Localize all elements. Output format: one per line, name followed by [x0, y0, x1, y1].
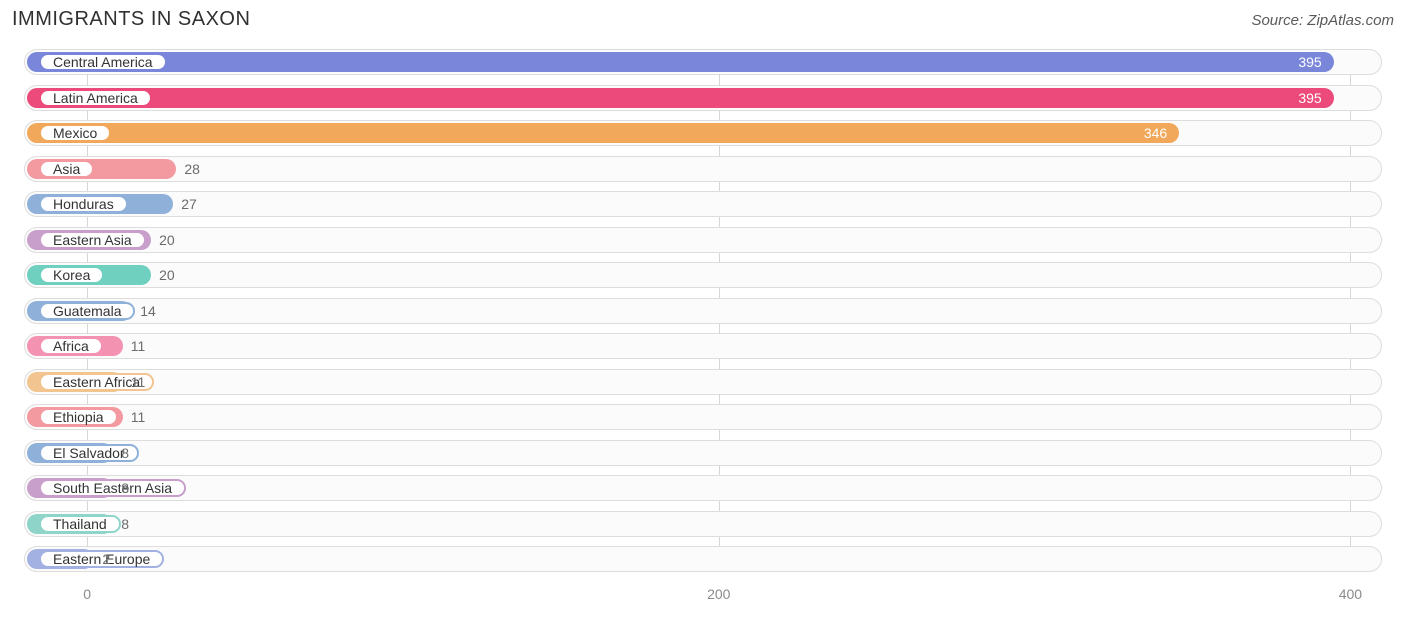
- bar-value: 8: [121, 441, 129, 465]
- header: IMMIGRANTS IN SAXON Source: ZipAtlas.com: [12, 8, 1394, 31]
- bar-row: Ethiopia 11: [24, 404, 1382, 430]
- bar-row: Korea 20: [24, 262, 1382, 288]
- bar-label-pill: Latin America: [39, 89, 152, 107]
- x-axis: 0 200 400: [24, 582, 1382, 604]
- bar-label-pill: Korea: [39, 266, 104, 284]
- bar-row: Eastern Europe2: [24, 546, 1382, 572]
- bar-row: South Eastern Asia8: [24, 475, 1382, 501]
- bar-value: 20: [159, 228, 175, 252]
- plot-area: Central America 395 Latin America 395 Mexico…: [24, 49, 1382, 572]
- bar-label-pill: South Eastern Asia: [39, 479, 186, 497]
- bar-label-pill: Eastern Asia: [39, 231, 146, 249]
- bar-row: Latin America 395: [24, 85, 1382, 111]
- bar-row: Eastern Africa11: [24, 369, 1382, 395]
- bar-label-pill: Mexico: [39, 124, 111, 142]
- bar-value: 11: [131, 405, 146, 429]
- bar-value: 8: [121, 512, 129, 536]
- bar-value: 11: [131, 370, 146, 394]
- bar-value: 2: [102, 547, 110, 571]
- bar-value: 27: [181, 192, 197, 216]
- page-title: IMMIGRANTS IN SAXON: [12, 8, 250, 31]
- bar-value: 20: [159, 263, 175, 287]
- bar-label-pill: Africa: [39, 337, 103, 355]
- bar-value: 28: [184, 157, 200, 181]
- bar-value: 11: [131, 334, 146, 358]
- bar-row: Thailand8: [24, 511, 1382, 537]
- source-credit: Source: ZipAtlas.com: [1251, 12, 1394, 29]
- bar-label-pill: Thailand: [39, 515, 121, 533]
- bar-row: Asia 28: [24, 156, 1382, 182]
- bar-row: Honduras 27: [24, 191, 1382, 217]
- bar-row: Guatemala 14: [24, 298, 1382, 324]
- x-tick: 400: [1339, 586, 1362, 602]
- bar-row: El Salvador8: [24, 440, 1382, 466]
- bar-fill: [27, 88, 1334, 108]
- bar-label-pill: Asia: [39, 160, 94, 178]
- bar-fill: [27, 52, 1334, 72]
- bar-value: 395: [1298, 50, 1321, 74]
- x-tick: 200: [707, 586, 730, 602]
- bar-value: 395: [1298, 86, 1321, 110]
- bar-row: Central America 395: [24, 49, 1382, 75]
- x-tick: 0: [83, 586, 91, 602]
- bar-label-pill: Guatemala: [39, 302, 135, 320]
- bar-label-pill: Ethiopia: [39, 408, 118, 426]
- bar-label-pill: Central America: [39, 53, 167, 71]
- bar-value: 346: [1144, 121, 1167, 145]
- bar-label-pill: Honduras: [39, 195, 128, 213]
- bar-row: Africa 11: [24, 333, 1382, 359]
- bar-chart: Central America 395 Latin America 395 Mexico…: [12, 49, 1394, 632]
- bar-row: Mexico 346: [24, 120, 1382, 146]
- bar-value: 14: [140, 299, 156, 323]
- bar-row: Eastern Asia 20: [24, 227, 1382, 253]
- bar-fill: [27, 123, 1179, 143]
- bar-value: 8: [121, 476, 129, 500]
